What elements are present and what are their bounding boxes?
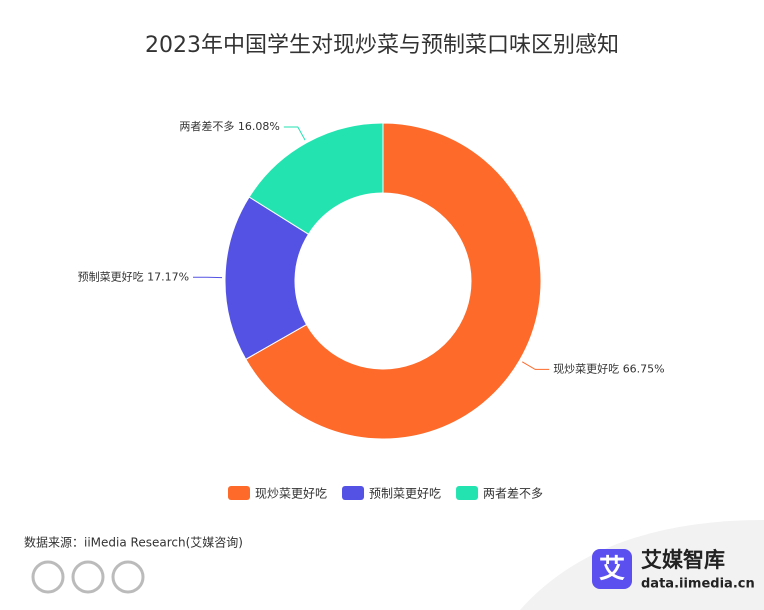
source: 数据来源：iiMedia Research(艾媒咨询) <box>24 535 243 550</box>
brand-name: 艾媒智库 <box>641 548 725 572</box>
donut-slice <box>248 122 384 235</box>
legend-swatch <box>456 486 479 500</box>
legend-label: 现炒菜更好吃 <box>255 487 327 501</box>
label-line <box>521 361 550 370</box>
data-label-name: 现炒菜更好吃 <box>553 361 619 375</box>
data-label-value: 16.08% <box>238 120 280 133</box>
chart-title: 2023年中国学生对现炒菜与预制菜口味区别感知 <box>145 33 619 58</box>
legend-label: 预制菜更好吃 <box>369 487 441 501</box>
legend-swatch <box>228 486 250 500</box>
footer-bg <box>520 520 764 610</box>
legend-label: 两者差不多 <box>483 487 543 501</box>
legend: 现炒菜更好吃 预制菜更好吃 两者差不多 <box>228 486 543 501</box>
brand-icon <box>592 549 632 589</box>
data-label: 两者差不多 16.08% <box>179 119 279 133</box>
data-label-name: 两者差不多 <box>179 119 234 133</box>
donut: 现炒菜更好吃 66.75% 预制菜更好吃 17.17% 两者差不多 16.08% <box>78 119 665 440</box>
brand-site: data.iimedia.cn <box>641 577 755 592</box>
data-label-name: 预制菜更好吃 <box>78 269 144 283</box>
brand-icon-text: 艾 <box>599 555 625 585</box>
license-icons <box>31 560 145 594</box>
legend-swatch <box>342 486 365 500</box>
data-label-value: 66.75% <box>623 362 665 375</box>
data-label: 预制菜更好吃 17.17% <box>78 269 189 283</box>
label-line <box>283 126 306 141</box>
donut-slice <box>245 122 542 440</box>
data-label: 现炒菜更好吃 66.75% <box>553 361 664 375</box>
data-label-value: 17.17% <box>147 270 189 283</box>
